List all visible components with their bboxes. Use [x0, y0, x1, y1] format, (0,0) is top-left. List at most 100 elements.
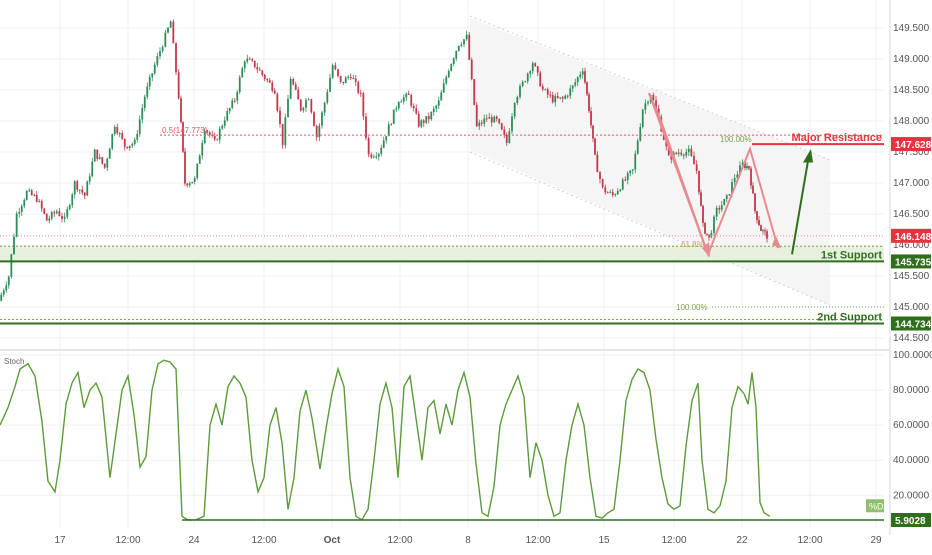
candle-body	[407, 93, 410, 95]
candle-body	[128, 145, 131, 149]
first-support-zone	[0, 246, 884, 262]
candle-body	[284, 117, 287, 146]
candle-body	[133, 139, 136, 144]
candle-body	[96, 149, 99, 159]
candle-body	[677, 152, 680, 154]
candle-body	[103, 163, 106, 168]
candle-body	[470, 59, 473, 80]
candle-body	[5, 285, 8, 291]
candle-body	[584, 71, 586, 83]
candle-body	[177, 72, 180, 99]
candle-body	[13, 236, 15, 255]
candle-body	[55, 211, 58, 214]
candle-body	[432, 108, 435, 113]
candle-body	[362, 93, 365, 117]
candle-body	[153, 64, 156, 74]
candle-body	[588, 94, 590, 112]
candle-body	[687, 148, 690, 153]
candle-body	[748, 166, 750, 169]
candlestick-series	[0, 19, 768, 302]
candle-body	[447, 70, 450, 78]
candle-body	[498, 118, 501, 124]
candle-body	[594, 138, 596, 155]
candle-body	[574, 82, 577, 86]
price-tick-label: 146.500	[893, 209, 930, 220]
candle-body	[468, 34, 471, 60]
candle-body	[412, 105, 415, 109]
candle-body	[357, 81, 360, 93]
stoch-series-badge-bg	[866, 499, 884, 513]
candle-body	[143, 96, 146, 109]
candle-body	[159, 51, 161, 57]
candle-body	[113, 127, 116, 135]
candle-body	[728, 194, 731, 196]
candle-body	[442, 83, 445, 93]
time-tick-label: 12:00	[661, 535, 686, 546]
candle-body	[287, 98, 289, 118]
candle-body	[167, 27, 169, 33]
candle-body	[700, 192, 702, 206]
candle-body	[667, 146, 670, 156]
candle-body	[752, 185, 754, 194]
candle-body	[385, 136, 388, 141]
candle-body	[223, 120, 226, 126]
candle-body	[216, 139, 219, 141]
price-axis: 149.500 149.000 148.500 148.000 147.500 147.0…	[893, 23, 930, 344]
candle-body	[279, 110, 281, 124]
candle-body	[675, 152, 678, 154]
candle-body	[680, 152, 683, 155]
candle-body	[63, 216, 66, 219]
candle-body	[156, 56, 159, 65]
candle-body	[48, 218, 51, 221]
price-badges: 147.628 146.148 145.735 144.734 5.9028 %D	[866, 137, 932, 527]
candle-body	[647, 101, 649, 104]
candle-body	[549, 94, 552, 96]
stoch-title: Stoch	[4, 357, 24, 366]
candle-body	[138, 119, 141, 134]
candle-body	[736, 174, 739, 178]
candle-body	[541, 86, 544, 90]
candle-body	[604, 187, 607, 193]
price-tick-label: 149.500	[893, 23, 930, 34]
stoch-tick-label: 40.0000	[893, 455, 930, 466]
current-price-badge: 146.148	[895, 232, 932, 243]
candle-body	[450, 64, 453, 71]
candle-body	[576, 77, 579, 83]
price-tick-label: 147.500	[893, 147, 930, 158]
time-tick-label: 22	[736, 535, 748, 546]
candle-body	[123, 138, 126, 147]
candle-body	[365, 116, 367, 138]
candle-body	[294, 84, 297, 90]
bullish-arrow-shaft	[791, 154, 810, 255]
candle-body	[334, 65, 337, 70]
candle-body	[702, 205, 704, 223]
candle-body	[193, 178, 196, 182]
candle-body	[206, 130, 209, 133]
candle-body	[172, 21, 175, 44]
candle-body	[644, 103, 647, 110]
candle-body	[292, 79, 295, 85]
candle-body	[141, 108, 144, 120]
fib-100-upper-label: 100.00%	[720, 135, 752, 144]
time-tick-label: 29	[870, 535, 882, 546]
candle-body	[460, 44, 463, 46]
candle-body	[601, 179, 604, 188]
candle-body	[302, 107, 305, 111]
candle-body	[313, 112, 315, 126]
candle-body	[621, 179, 624, 190]
major-resistance-badge: 147.628	[895, 140, 932, 151]
stoch-series-badge: %D	[869, 501, 884, 511]
candle-body	[98, 157, 101, 159]
candle-body	[289, 79, 292, 99]
candle-body	[455, 50, 458, 59]
candle-body	[108, 148, 111, 159]
candle-body	[415, 108, 418, 114]
candle-body	[372, 156, 375, 158]
candle-body	[505, 134, 508, 143]
candle-body	[762, 230, 764, 232]
candle-body	[297, 89, 300, 100]
candle-body	[586, 82, 588, 95]
candle-body	[58, 211, 61, 216]
candle-body	[480, 122, 483, 124]
